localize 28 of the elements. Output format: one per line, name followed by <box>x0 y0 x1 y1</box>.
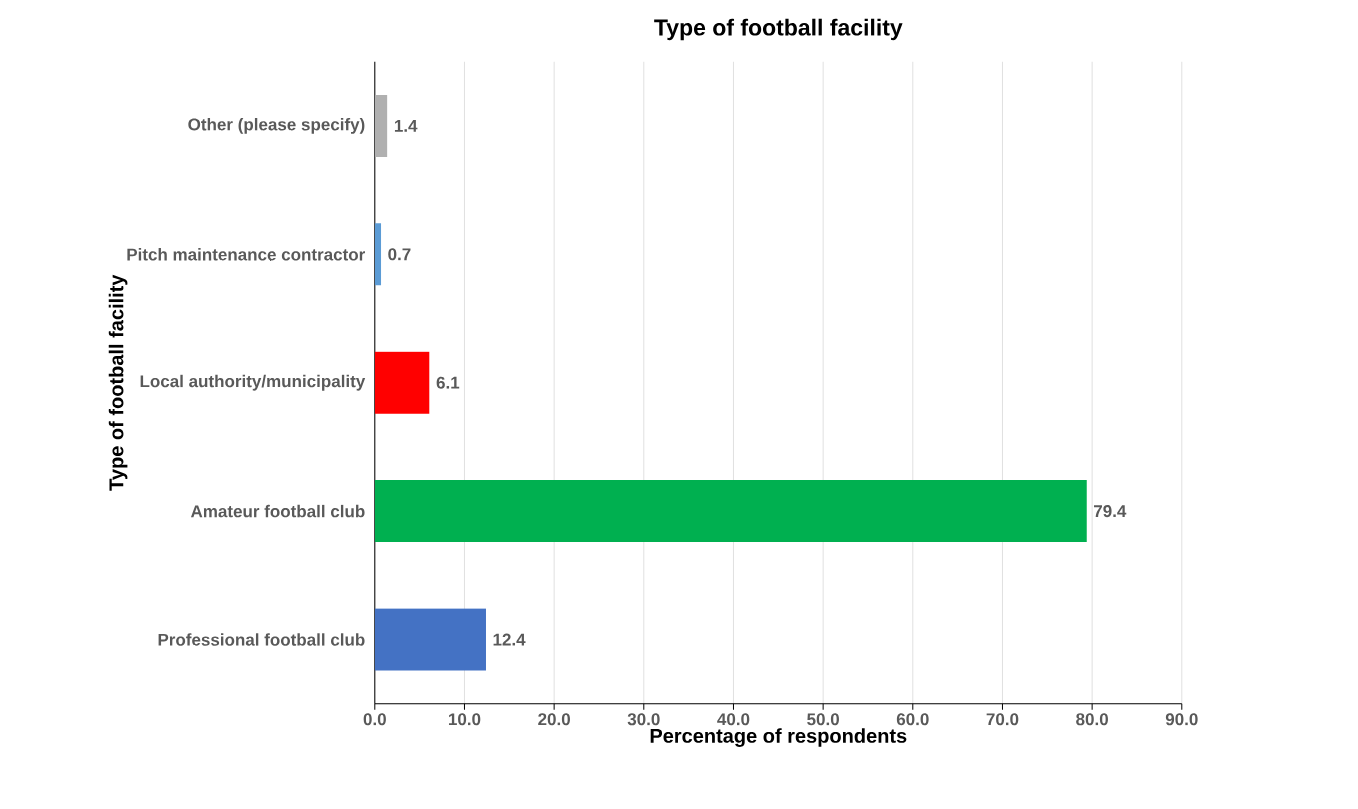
y-tick-label: Local authority/municipality <box>140 374 366 391</box>
data-label: 79.4 <box>1094 505 1127 518</box>
chart-title: Type of football facility <box>654 18 903 41</box>
bar <box>374 223 382 286</box>
x-tick-label: 80.0 <box>1076 713 1108 726</box>
x-tick-label: 90.0 <box>1165 713 1198 726</box>
y-tick-label: Professional football club <box>158 633 365 646</box>
y-axis-title: Type of football facility <box>108 274 128 491</box>
x-axis-title: Percentage of respondents <box>650 728 907 747</box>
x-tick-label: 10.0 <box>448 713 481 726</box>
x-tick-label: 20.0 <box>538 713 570 726</box>
y-tick-label: Amateur football club <box>190 504 365 518</box>
bar <box>374 608 486 671</box>
data-label: 6.1 <box>436 376 460 389</box>
data-label: 1.4 <box>394 120 418 132</box>
data-label: 0.7 <box>388 248 411 261</box>
x-tick-label: 40.0 <box>717 713 750 726</box>
x-tick-label: 0.0 <box>363 713 386 726</box>
x-tick-label: 60.0 <box>896 713 929 726</box>
x-tick-label: 30.0 <box>627 713 660 726</box>
bar <box>374 480 1087 543</box>
y-tick-label: Other (please specify) <box>188 117 365 134</box>
bar <box>374 94 388 157</box>
x-tick-label: 50.0 <box>807 713 839 726</box>
x-tick-label: 70.0 <box>986 713 1019 726</box>
bar <box>374 351 430 414</box>
y-tick-label: Pitch maintenance contractor <box>127 248 365 261</box>
data-label: 12.4 <box>493 633 526 646</box>
